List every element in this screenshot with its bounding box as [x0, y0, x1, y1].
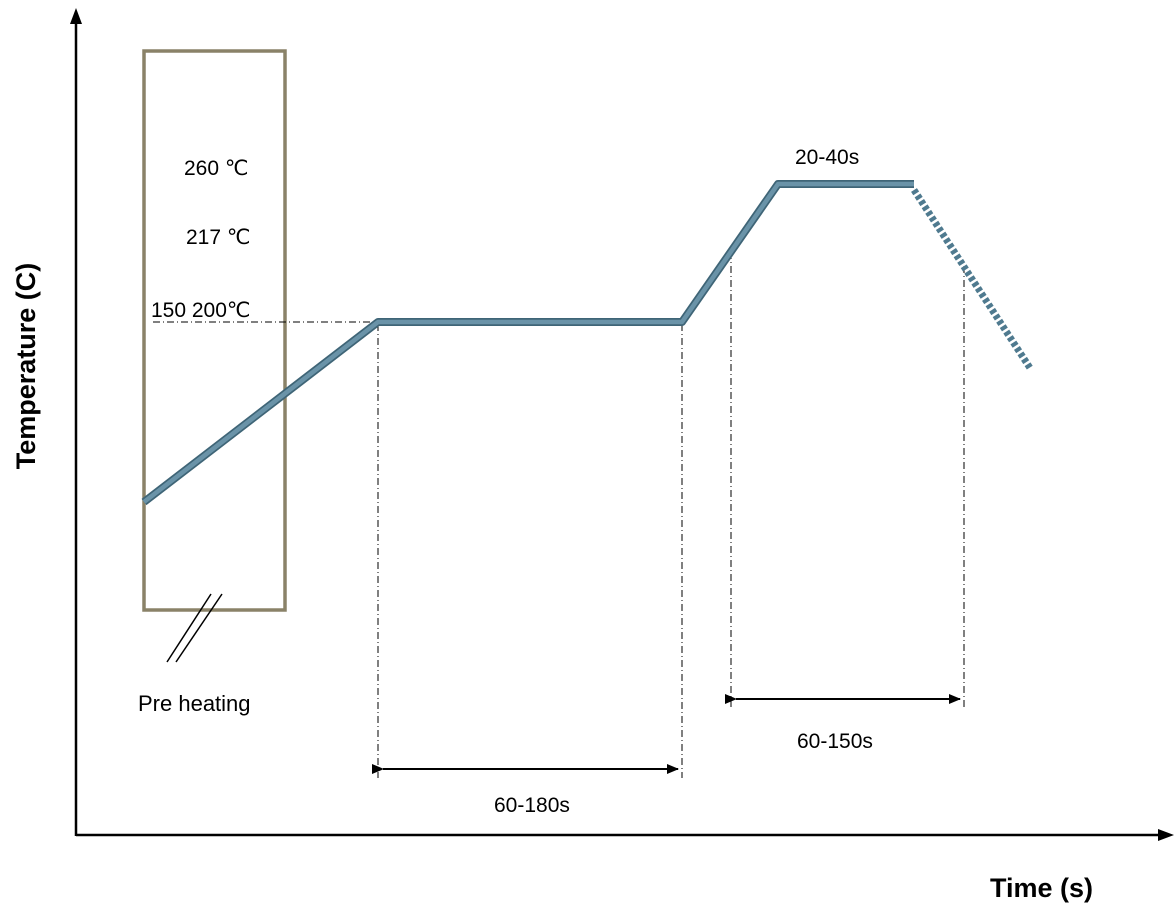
- y-axis-arrow: [70, 8, 82, 24]
- y-axis-title: Temperature (C): [11, 263, 41, 470]
- axes: [70, 8, 1174, 841]
- preheat-label: Pre heating: [138, 691, 251, 716]
- liquidus-duration-label: 60-150s: [797, 730, 873, 753]
- duration-arrows: [372, 694, 961, 774]
- guide-lines: [153, 252, 965, 778]
- profile-fill: [142, 181, 914, 504]
- soak-duration-label: 60-180s: [494, 794, 570, 817]
- axis-break-mark: [166, 593, 223, 663]
- profile-curve: [141, 180, 1033, 506]
- x-axis-arrow: [1158, 829, 1174, 841]
- preheat-box: [142, 49, 287, 612]
- label-260c: 260 ℃: [184, 157, 248, 180]
- label-217c: 217 ℃: [186, 226, 250, 249]
- cooling-segment: [911, 188, 1033, 370]
- x-axis-title: Time (s): [990, 873, 1093, 903]
- label-150-200c: 150 200℃: [151, 299, 251, 322]
- peak-duration-label: 20-40s: [795, 146, 859, 169]
- profile-outline: [141, 180, 914, 506]
